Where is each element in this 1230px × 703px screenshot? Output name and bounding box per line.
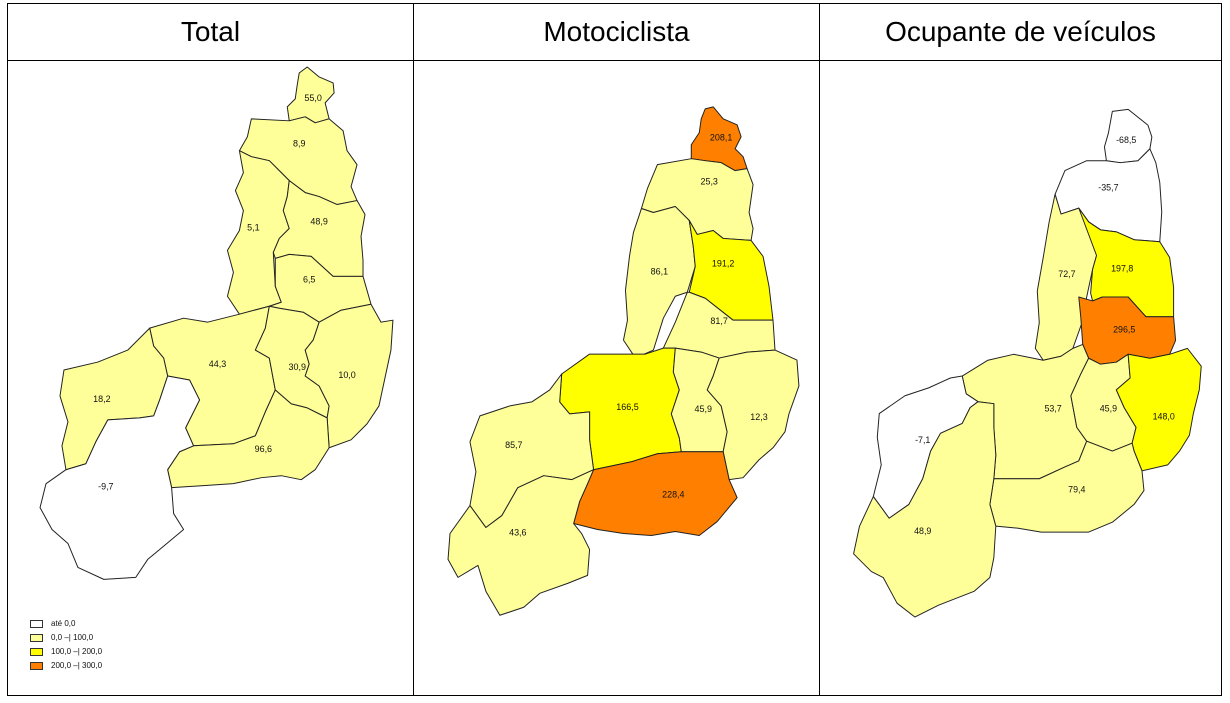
legend-item-1: 0,0 –| 100,0 bbox=[30, 631, 102, 645]
region-r11: 48,9 bbox=[853, 401, 997, 618]
region-shape bbox=[304, 303, 394, 449]
legend-label: até 0,0 bbox=[51, 619, 76, 628]
region-value-label: 5,1 bbox=[247, 222, 259, 232]
region-shape bbox=[853, 401, 997, 618]
region-value-label: 30,9 bbox=[288, 362, 305, 372]
region-value-label: 43,6 bbox=[509, 528, 526, 538]
region-value-label: -9,7 bbox=[98, 482, 113, 492]
map-panel-total: 55,0 8,9 5,1 48,9 6,5 44,3 30,9 10,0 18,2 96,6 -9,… bbox=[8, 61, 414, 695]
legend-item-2: 100,0 –| 200,0 bbox=[30, 645, 102, 659]
region-value-label: 191,2 bbox=[712, 258, 734, 268]
region-value-label: 96,6 bbox=[255, 444, 272, 454]
region-value-label: 48,9 bbox=[310, 216, 327, 226]
legend-item-0: até 0,0 bbox=[30, 617, 102, 631]
legend-swatch bbox=[30, 662, 43, 670]
region-value-label: 228,4 bbox=[662, 490, 684, 500]
legend-label: 100,0 –| 200,0 bbox=[51, 647, 103, 656]
panel-title-ocupante: Ocupante de veículos bbox=[820, 4, 1221, 61]
region-value-label: 166,5 bbox=[616, 402, 638, 412]
region-value-label: 296,5 bbox=[1113, 325, 1135, 335]
region-value-label: 18,2 bbox=[93, 394, 110, 404]
region-shape bbox=[706, 349, 800, 481]
region-value-label: 8,9 bbox=[293, 139, 305, 149]
panel-title-total: Total bbox=[8, 4, 414, 61]
legend-swatch bbox=[30, 634, 43, 642]
region-value-label: 45,9 bbox=[1100, 404, 1117, 414]
legend-swatch bbox=[30, 648, 43, 656]
region-shape bbox=[1115, 347, 1202, 472]
region-r11: 43,6 bbox=[447, 469, 595, 616]
region-r1: 55,0 bbox=[286, 66, 335, 124]
region-r8: 10,0 bbox=[304, 303, 394, 449]
region-r3: 86,1 bbox=[622, 206, 696, 359]
region-value-label: 208,1 bbox=[710, 133, 732, 143]
region-value-label: 81,7 bbox=[710, 316, 727, 326]
region-value-label: 44,3 bbox=[209, 359, 226, 369]
region-value-label: 12,3 bbox=[750, 412, 767, 422]
region-r8: 148,0 bbox=[1115, 347, 1202, 472]
region-r4: 191,2 bbox=[688, 219, 774, 321]
region-value-label: -35,7 bbox=[1098, 182, 1118, 192]
region-value-label: 85,7 bbox=[505, 440, 522, 450]
region-value-label: 55,0 bbox=[304, 93, 321, 103]
map-panel-motociclista: 208,1 25,3 86,1 191,2 81,7 166,5 45,9 12,3 85,7 2… bbox=[414, 61, 820, 695]
region-value-label: -68,5 bbox=[1116, 135, 1136, 145]
region-value-label: -7,1 bbox=[915, 435, 930, 445]
region-value-label: 45,9 bbox=[694, 404, 711, 414]
panel-title-motociclista: Motociclista bbox=[414, 4, 820, 61]
legend: até 0,0 0,0 –| 100,0 100,0 –| 200,0 200,… bbox=[30, 617, 102, 673]
legend-label: 200,0 –| 300,0 bbox=[51, 661, 103, 670]
region-value-label: 197,8 bbox=[1111, 263, 1133, 273]
region-shape bbox=[989, 440, 1145, 533]
map-panel-ocupante: -68,5 -35,7 72,7 197,8 296,5 53,7 45,9 148,0 -7,… bbox=[820, 61, 1221, 695]
region-value-label: 53,7 bbox=[1044, 404, 1061, 414]
legend-label: 0,0 –| 100,0 bbox=[51, 633, 94, 642]
region-value-label: 25,3 bbox=[700, 177, 717, 187]
region-value-label: 48,9 bbox=[914, 526, 931, 536]
region-shape bbox=[39, 375, 201, 580]
map-motociclista: 208,1 25,3 86,1 191,2 81,7 166,5 45,9 12,3 85,7 2… bbox=[447, 106, 800, 616]
region-r10: 79,4 bbox=[989, 440, 1145, 533]
legend-swatch bbox=[30, 620, 43, 628]
region-r8: 12,3 bbox=[706, 349, 800, 481]
region-value-label: 79,4 bbox=[1068, 485, 1085, 495]
region-value-label: 10,0 bbox=[338, 370, 355, 380]
region-value-label: 72,7 bbox=[1058, 269, 1075, 279]
legend-item-3: 200,0 –| 300,0 bbox=[30, 659, 102, 673]
region-shape bbox=[622, 206, 696, 359]
map-total: 55,0 8,9 5,1 48,9 6,5 44,3 30,9 10,0 18,2 96,6 -9,… bbox=[39, 66, 394, 580]
region-shape bbox=[688, 219, 774, 321]
region-value-label: 86,1 bbox=[651, 266, 668, 276]
maps-table: Total Motociclista Ocupante de veículos … bbox=[7, 3, 1222, 696]
region-value-label: 6,5 bbox=[303, 274, 315, 284]
map-ocupante: -68,5 -35,7 72,7 197,8 296,5 53,7 45,9 148,0 -7,… bbox=[853, 108, 1202, 618]
region-value-label: 148,0 bbox=[1153, 411, 1175, 421]
region-shape bbox=[447, 469, 595, 616]
region-r11: -9,7 bbox=[39, 375, 201, 580]
